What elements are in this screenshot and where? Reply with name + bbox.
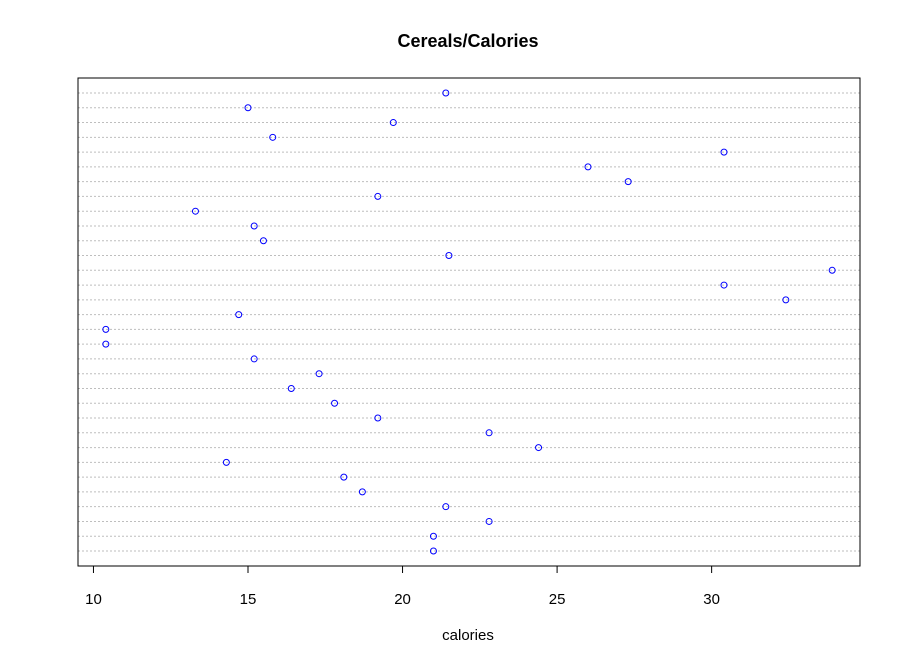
data-point [374,192,382,200]
data-point [259,237,267,245]
data-points [102,89,836,555]
data-point [782,296,790,304]
data-point [102,340,110,348]
data-point [720,148,728,156]
data-point [429,532,437,540]
x-tick-label: 10 [85,591,102,608]
plot-frame [77,77,861,567]
data-point [191,207,199,215]
data-point [584,163,592,171]
x-tick-label: 25 [549,591,566,608]
grid-lines [78,92,860,552]
data-point [445,252,453,260]
data-point [331,399,339,407]
data-point [269,133,277,141]
data-point [244,104,252,112]
data-point [287,384,295,392]
data-point [624,178,632,186]
chart-title: Cereals/Calories [397,31,538,51]
data-point [485,517,493,525]
data-point [250,355,258,363]
data-point [720,281,728,289]
data-point [535,444,543,452]
data-point [828,266,836,274]
data-point [250,222,258,230]
data-point [222,458,230,466]
x-tick-label: 30 [703,591,720,608]
x-axis-label: calories [442,627,494,644]
data-point [102,325,110,333]
x-tick-label: 15 [240,591,257,608]
x-axis: 10 15 20 25 30 [85,565,720,608]
data-point [485,429,493,437]
data-point [389,119,397,127]
data-point [429,547,437,555]
data-point [442,89,450,97]
data-point [235,311,243,319]
data-point [358,488,366,496]
data-point [374,414,382,422]
x-tick-label: 20 [394,591,411,608]
data-point [340,473,348,481]
data-point [315,370,323,378]
data-point [442,503,450,511]
